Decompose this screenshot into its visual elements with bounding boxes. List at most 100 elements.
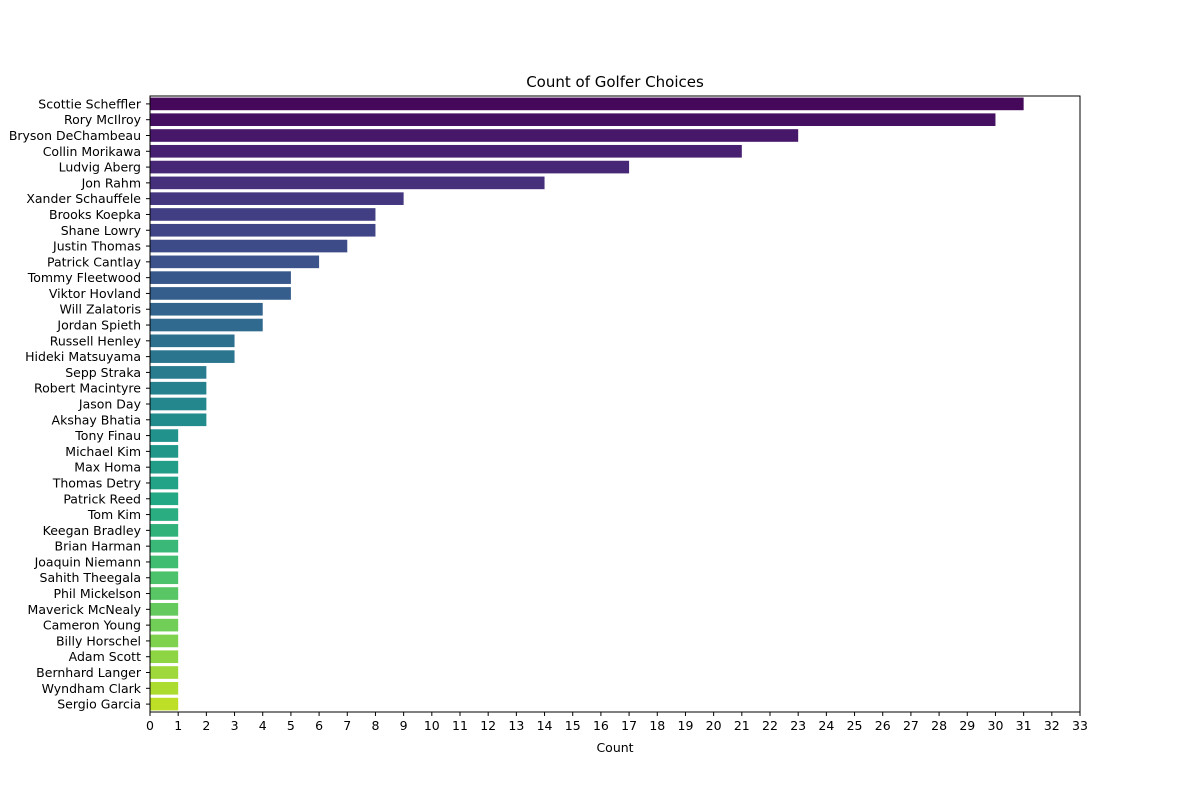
x-tick-label: 3 (231, 718, 239, 733)
category-label: Patrick Reed (63, 491, 141, 506)
category-label: Sahith Theegala (40, 570, 141, 585)
bar (150, 524, 179, 537)
bar (150, 571, 179, 585)
category-label: Tony Finau (74, 428, 141, 443)
bar (150, 318, 263, 332)
bar (150, 634, 179, 648)
category-label: Tommy Fleetwood (27, 270, 141, 285)
x-tick-label: 24 (818, 718, 834, 733)
category-label: Shane Lowry (61, 223, 142, 238)
category-label: Collin Morikawa (43, 144, 141, 159)
x-tick-label: 18 (649, 718, 665, 733)
bar (150, 666, 179, 679)
category-label: Bryson DeChambeau (9, 128, 141, 143)
x-tick-label: 20 (706, 718, 722, 733)
x-tick-label: 2 (202, 718, 210, 733)
category-label: Jason Day (78, 397, 142, 412)
category-label: Brian Harman (55, 539, 141, 554)
bar (150, 176, 545, 190)
bar (150, 587, 179, 600)
bar (150, 429, 179, 442)
x-tick-label: 9 (400, 718, 408, 733)
bar (150, 397, 207, 411)
bar (150, 476, 179, 490)
category-label: Maverick McNealy (28, 602, 142, 617)
x-tick-label: 16 (593, 718, 609, 733)
x-tick-label: 15 (565, 718, 581, 733)
bar (150, 508, 179, 521)
x-tick-label: 32 (1044, 718, 1060, 733)
x-tick-label: 12 (480, 718, 496, 733)
category-label: Justin Thomas (52, 239, 141, 254)
x-tick-label: 25 (847, 718, 863, 733)
category-label: Bernhard Langer (36, 665, 142, 680)
x-tick-label: 6 (315, 718, 323, 733)
category-label: Akshay Bhatia (52, 412, 141, 427)
x-tick-label: 33 (1072, 718, 1088, 733)
bar (150, 413, 207, 427)
category-label: Jordan Spieth (56, 318, 141, 333)
plot-frame (149, 95, 1081, 713)
category-label: Joaquin Niemann (34, 554, 141, 569)
category-label: Michael Kim (65, 444, 141, 459)
x-tick-label: 10 (424, 718, 440, 733)
bar (150, 650, 179, 664)
x-tick-label: 29 (959, 718, 975, 733)
category-label: Phil Mickelson (53, 586, 141, 601)
category-label: Sepp Straka (65, 365, 141, 380)
bar (150, 681, 179, 695)
chart-title: Count of Golfer Choices (526, 73, 704, 91)
x-tick-label: 22 (762, 718, 778, 733)
bar (150, 492, 179, 506)
bar (150, 366, 207, 379)
x-tick-label: 30 (988, 718, 1004, 733)
bars-layer (150, 97, 1024, 711)
bar (150, 208, 376, 221)
bar (150, 381, 207, 395)
category-label: Brooks Koepka (49, 207, 141, 222)
bar (150, 271, 291, 284)
category-label: Tom Kim (87, 507, 141, 522)
bar (150, 603, 179, 616)
x-tick-label: 21 (734, 718, 750, 733)
category-label: Adam Scott (69, 649, 141, 664)
category-label: Sergio Garcia (57, 697, 141, 712)
x-tick-label: 17 (621, 718, 637, 733)
bar (150, 445, 179, 458)
category-label: Robert Macintyre (34, 381, 141, 396)
x-tick-label: 13 (508, 718, 524, 733)
x-tick-label: 27 (903, 718, 919, 733)
x-tick-label: 8 (371, 718, 379, 733)
bar (150, 302, 263, 316)
bar (150, 160, 630, 174)
category-label: Max Homa (74, 460, 141, 475)
x-tick-label: 23 (790, 718, 806, 733)
category-label: Rory McIlroy (64, 112, 142, 127)
bar (150, 618, 179, 632)
category-label: Scottie Scheffler (38, 96, 142, 111)
bar (150, 334, 235, 348)
x-tick-label: 0 (146, 718, 154, 733)
bar (150, 555, 179, 569)
bar (150, 539, 179, 553)
x-tick-label: 31 (1016, 718, 1032, 733)
bar (150, 255, 320, 269)
bar (150, 460, 179, 474)
x-axis-ticks: 0 1 2 3 4 5 6 7 8 9 10 11 12 13 14 15 16 17 18 19 20 21 22 23 24… (146, 712, 1088, 733)
x-tick-label: 4 (259, 718, 267, 733)
category-label: Wyndham Clark (42, 681, 142, 696)
x-tick-label: 11 (452, 718, 468, 733)
bar (150, 192, 404, 205)
category-label: Cameron Young (43, 618, 141, 633)
category-label: Russell Henley (50, 333, 142, 348)
x-tick-label: 1 (174, 718, 182, 733)
bar (150, 350, 235, 363)
category-label: Patrick Cantlay (47, 254, 142, 269)
bar (150, 287, 291, 300)
bar (150, 113, 996, 127)
category-label: Keegan Bradley (43, 523, 142, 538)
category-label: Thomas Detry (52, 475, 142, 490)
bar (150, 239, 348, 253)
